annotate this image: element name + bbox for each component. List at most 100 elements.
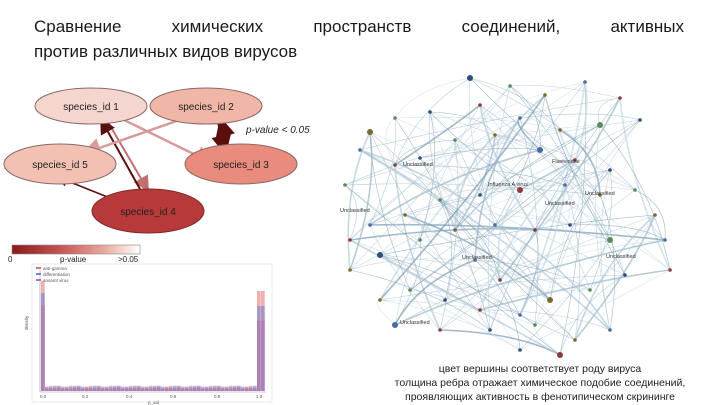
colorbar-min-label: 0 — [8, 255, 13, 264]
network-edge — [474, 117, 521, 261]
histogram-bar — [141, 388, 145, 391]
network-edge — [439, 329, 561, 356]
network-edge — [559, 129, 601, 196]
histogram-chart: anti-gamma differentiation ansamt virus … — [24, 263, 273, 405]
network-node — [453, 228, 457, 232]
network-edge — [379, 254, 576, 341]
network-node — [348, 238, 352, 242]
network-edges — [344, 77, 671, 356]
histogram-bar — [213, 387, 217, 391]
network-edge — [564, 184, 580, 341]
network-edge — [394, 117, 491, 331]
network-node — [408, 288, 412, 292]
node-species-3[interactable]: species_id 3 — [184, 143, 298, 185]
network-edge — [394, 139, 456, 166]
network-edge — [394, 117, 671, 271]
xtick: 0.4 — [126, 394, 133, 399]
histogram-bar — [253, 387, 257, 391]
network-edge — [349, 85, 511, 271]
network-edge — [474, 159, 576, 261]
network-node — [557, 352, 563, 358]
network-edge — [344, 184, 521, 316]
histogram-bar — [57, 385, 61, 391]
network-edge — [534, 274, 626, 326]
network-edge — [344, 184, 357, 241]
histogram-bar — [257, 321, 261, 391]
histogram-bar — [229, 389, 233, 391]
histogram-bar — [81, 388, 85, 391]
network-edge — [454, 139, 551, 301]
network-edge — [409, 119, 641, 291]
histogram-bar — [61, 388, 65, 391]
network-node — [668, 268, 672, 272]
network-edge — [509, 84, 621, 99]
network-edge — [429, 111, 636, 191]
node-species-1[interactable]: species_id 1 — [34, 87, 148, 125]
histogram-bar — [209, 389, 213, 391]
network-edge — [349, 227, 536, 241]
network-node — [518, 116, 522, 120]
network-edge — [519, 184, 566, 316]
network-edge — [494, 224, 611, 331]
histogram-xticks: 0.0 0.2 0.4 0.6 0.8 1.0 — [40, 394, 263, 399]
histogram-bar — [185, 386, 189, 391]
network-node — [663, 238, 667, 242]
network-edge — [534, 228, 611, 241]
histogram-bar — [97, 385, 101, 391]
network-edge — [599, 124, 671, 271]
node-species-5[interactable]: species_id 5 — [3, 143, 117, 185]
title-word: соединений, — [461, 17, 561, 36]
network-node — [618, 96, 622, 100]
network-edge — [444, 194, 601, 301]
network-node — [453, 138, 457, 142]
network-node — [547, 297, 553, 303]
histogram-legend: anti-gamma differentiation ansamt virus — [36, 266, 70, 283]
histogram-bar — [173, 387, 177, 391]
network-node — [377, 252, 383, 258]
network-node — [478, 103, 482, 107]
network-edge — [487, 85, 511, 331]
network-node — [343, 183, 347, 187]
histogram-bar — [65, 386, 69, 391]
network-edge — [439, 199, 576, 341]
network-node — [537, 147, 543, 153]
network-node — [568, 223, 572, 227]
histogram-ylabel: density — [24, 315, 29, 330]
network-node — [443, 298, 447, 302]
network-node — [583, 80, 587, 84]
node-species-2[interactable]: species_id 2 — [149, 87, 263, 125]
network-node — [573, 338, 577, 342]
colorbar-max-label: >0.05 — [118, 255, 139, 264]
colorbar: 0 p-value >0.05 — [8, 244, 141, 264]
network-edge — [549, 119, 641, 301]
histogram-bar — [105, 386, 109, 391]
node-label: species_id 1 — [63, 102, 119, 113]
histogram-bar — [121, 388, 125, 391]
histogram-bar — [49, 389, 53, 391]
node-label: species_id 5 — [32, 160, 88, 171]
network-node — [498, 278, 502, 282]
histogram-bar — [125, 386, 129, 391]
network-node — [608, 168, 612, 172]
network-label: Unclassified — [585, 191, 615, 197]
network-labels: Unclassified Unclassified Flaviviridae U… — [340, 159, 636, 326]
histogram-bar — [145, 386, 149, 391]
network-edge — [559, 129, 601, 196]
network-node — [392, 322, 398, 328]
network-edge — [439, 199, 501, 281]
node-species-4[interactable]: species_id 4 — [91, 188, 205, 234]
histogram-xlabel: p_val — [148, 400, 159, 405]
network-edge — [369, 224, 441, 331]
network-edge — [489, 184, 566, 331]
network-edge — [429, 111, 496, 136]
network-node — [633, 188, 637, 192]
network-edge — [574, 214, 656, 341]
network-label: Unclassified — [545, 201, 575, 207]
histogram-bar — [85, 386, 89, 391]
histogram-bar — [149, 389, 153, 391]
network-edge — [404, 214, 551, 301]
network-edge — [379, 299, 536, 326]
histogram-bar — [101, 388, 105, 391]
network-label: Unclassified — [340, 208, 370, 214]
network-edge — [494, 94, 546, 226]
